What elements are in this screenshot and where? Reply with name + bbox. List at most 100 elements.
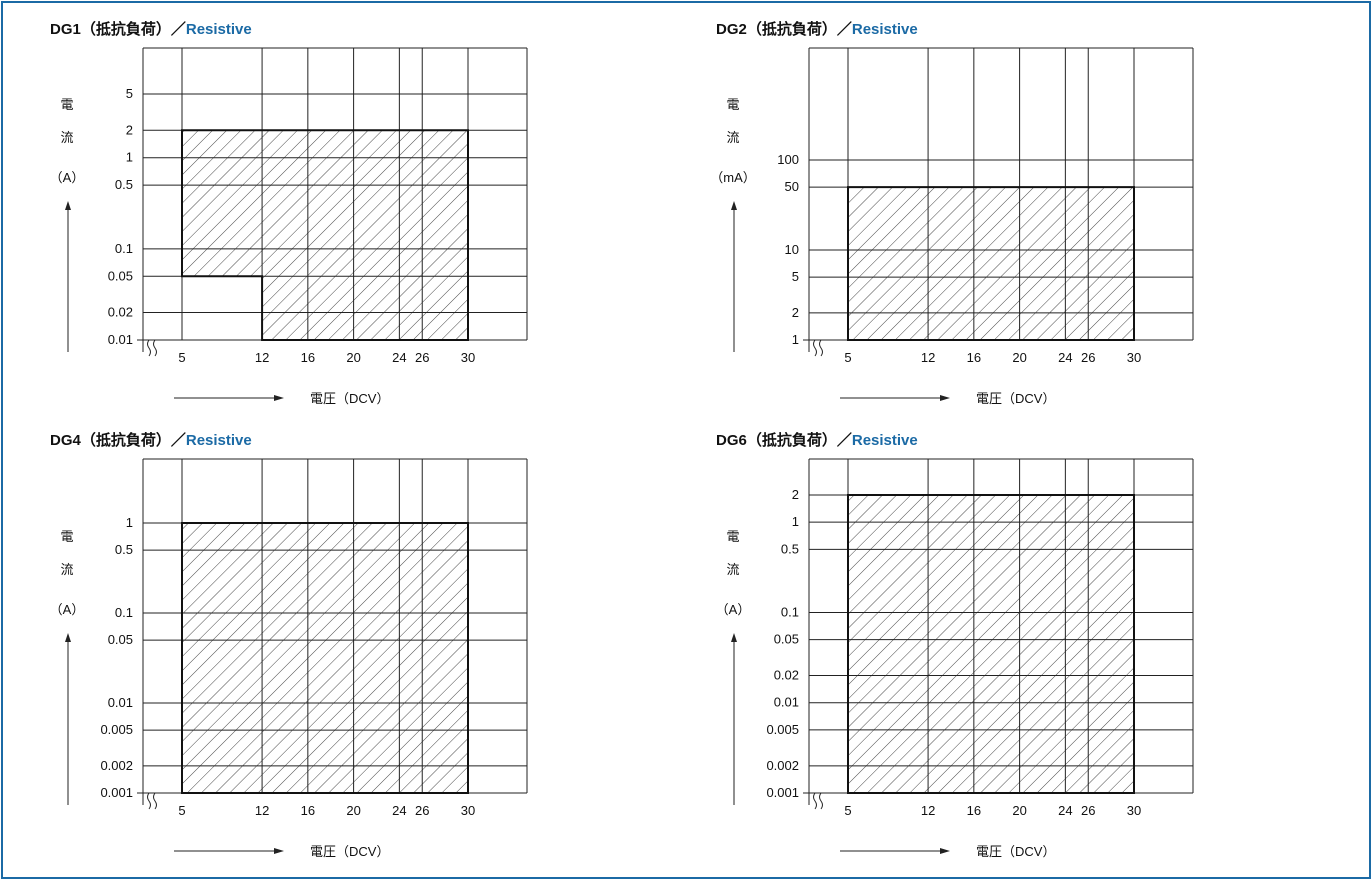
y-tick-label: 0.001	[100, 785, 133, 800]
y-tick-label: 0.002	[766, 758, 799, 773]
axis-break-mark	[147, 339, 151, 357]
y-axis-label-char: 電	[60, 97, 73, 112]
y-axis-arrow-head	[731, 633, 737, 642]
x-axis-arrow-head	[274, 848, 284, 854]
operating-region-fill	[848, 495, 1134, 793]
y-tick-label: 0.1	[781, 604, 799, 619]
x-tick-label: 26	[415, 803, 429, 818]
x-tick-label: 26	[1081, 803, 1095, 818]
y-tick-label: 0.5	[115, 542, 133, 557]
x-tick-label: 20	[346, 803, 360, 818]
chart-title: DG4（抵抗負荷）／Resistive	[50, 429, 252, 450]
x-tick-label: 26	[1081, 350, 1095, 365]
x-tick-label: 5	[844, 350, 851, 365]
x-tick-label: 12	[255, 350, 269, 365]
title-main: DG1（抵抗負荷）	[50, 21, 171, 38]
title-separator: ／	[836, 432, 852, 449]
x-tick-label: 12	[921, 350, 935, 365]
title-english: Resistive	[185, 21, 252, 38]
y-tick-label: 5	[126, 86, 133, 101]
x-tick-label: 5	[178, 350, 185, 365]
y-tick-label: 1	[126, 515, 133, 530]
x-tick-label: 24	[392, 350, 406, 365]
axis-break-mark	[153, 792, 157, 810]
x-tick-label: 16	[967, 803, 981, 818]
chart-svg: 2 1 0.5 0.1 0.05 0.02 0.01 0.005 0.002 0.001 5 12 16…	[716, 458, 1194, 859]
axis-break-mark	[813, 339, 817, 357]
chart-title: DG2（抵抗負荷）／Resistive	[716, 18, 918, 39]
y-tick-label: 10	[785, 242, 799, 257]
x-tick-label: 12	[921, 803, 935, 818]
operating-region-outline	[181, 129, 469, 341]
x-tick-label: 12	[255, 803, 269, 818]
title-separator: ／	[170, 432, 186, 449]
y-tick-label: 0.002	[100, 758, 133, 773]
title-main: DG4（抵抗負荷）	[50, 432, 171, 449]
y-tick-label: 0.005	[766, 722, 799, 737]
y-axis-unit: （mA）	[710, 170, 756, 185]
y-tick-label: 5	[792, 269, 799, 284]
x-tick-label: 26	[415, 350, 429, 365]
x-tick-label: 24	[1058, 350, 1072, 365]
y-tick-label: 100	[777, 152, 799, 167]
y-tick-label: 2	[792, 487, 799, 502]
x-tick-label: 24	[392, 803, 406, 818]
y-axis-arrow-head	[65, 633, 71, 642]
operating-region-outline	[847, 494, 1135, 794]
operating-region-fill	[182, 130, 468, 340]
x-tick-label: 5	[178, 803, 185, 818]
x-tick-label: 16	[967, 350, 981, 365]
x-tick-label: 20	[1012, 350, 1026, 365]
title-english: Resistive	[185, 432, 252, 449]
y-axis-label-char: 流	[60, 130, 73, 145]
y-tick-label: 1	[792, 514, 799, 529]
y-tick-label: 0.05	[108, 632, 133, 647]
operating-region-outline	[847, 186, 1135, 341]
x-axis-arrow-head	[940, 395, 950, 401]
chart-panel-dg6: DG6（抵抗負荷）／Resistive 2 1 0.5 0.1 0.05 0.02 0.01…	[716, 429, 1372, 859]
y-axis-label-char: 電	[726, 97, 739, 112]
y-axis-label-char: 電	[60, 529, 73, 544]
y-tick-label: 2	[126, 122, 133, 137]
chart-panel-dg4: DG4（抵抗負荷）／Resistive 1 0.5 0.1 0.05 0.01 0.005…	[50, 429, 710, 859]
y-tick-label: 0.02	[108, 305, 133, 320]
x-tick-label: 20	[1012, 803, 1026, 818]
axis-break-mark	[147, 792, 151, 810]
y-axis-unit: （A）	[716, 602, 751, 617]
title-english: Resistive	[851, 432, 918, 449]
y-tick-label: 0.5	[781, 541, 799, 556]
chart-svg: 5 2 1 0.5 0.1 0.05 0.02 0.01 5 12 16 20 24 26 30 電流 （A） 電…	[50, 47, 528, 406]
chart-panel-dg1: DG1（抵抗負荷）／Resistive 5 2 1 0.5 0.1 0.05 0.02 0.0…	[50, 18, 710, 438]
title-separator: ／	[170, 21, 186, 38]
x-axis-label: 電圧（DCV）	[976, 391, 1055, 406]
y-axis-label-char: 流	[726, 130, 739, 145]
title-english: Resistive	[851, 21, 918, 38]
y-tick-label: 0.01	[774, 695, 799, 710]
x-tick-label: 20	[346, 350, 360, 365]
y-axis-arrow-head	[731, 201, 737, 210]
x-tick-label: 24	[1058, 803, 1072, 818]
title-main: DG2（抵抗負荷）	[716, 21, 837, 38]
chart-svg: 100 50 10 5 2 1 5 12 16 20 24 26 30 電流 （mA） 電圧（DCV）	[710, 47, 1194, 406]
y-axis-unit: （A）	[50, 602, 85, 617]
x-tick-label: 16	[301, 803, 315, 818]
y-tick-label: 0.05	[108, 268, 133, 283]
axis-break-mark	[819, 792, 823, 810]
y-tick-label: 0.1	[115, 605, 133, 620]
x-axis-label: 電圧（DCV）	[310, 391, 389, 406]
y-tick-label: 0.01	[108, 695, 133, 710]
y-axis-unit: （A）	[50, 170, 85, 185]
x-tick-label: 30	[461, 350, 475, 365]
x-axis-label: 電圧（DCV）	[976, 844, 1055, 859]
y-tick-label: 1	[792, 332, 799, 347]
operating-region-fill	[182, 523, 468, 793]
y-axis-label-char: 電	[726, 529, 739, 544]
x-tick-label: 30	[1127, 803, 1141, 818]
title-separator: ／	[836, 21, 852, 38]
y-tick-label: 0.1	[115, 241, 133, 256]
y-tick-label: 0.05	[774, 632, 799, 647]
operating-region-outline	[181, 522, 469, 794]
x-tick-label: 5	[844, 803, 851, 818]
x-tick-label: 30	[461, 803, 475, 818]
y-tick-label: 2	[792, 305, 799, 320]
